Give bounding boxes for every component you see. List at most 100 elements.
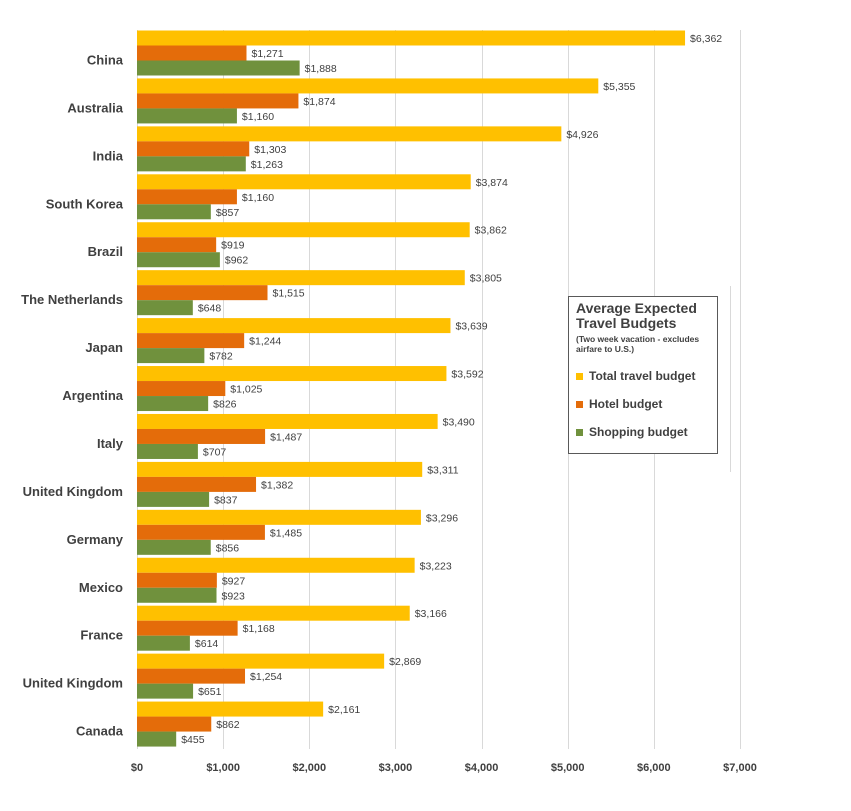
x-tick-label: $5,000 (551, 762, 585, 774)
hotel-value-label: $1,160 (242, 192, 274, 204)
shopping-bar (137, 156, 246, 172)
category-label: The Netherlands (21, 292, 123, 307)
total-travel-value-label: $3,296 (426, 512, 458, 524)
category-label: Germany (67, 532, 124, 547)
hotel-bar (137, 476, 257, 492)
legend-swatch-hotel (576, 400, 583, 408)
shopping-value-label: $648 (198, 303, 222, 315)
total-travel-value-label: $3,166 (415, 608, 447, 620)
total-travel-bar (137, 318, 451, 334)
total-travel-value-label: $6,362 (690, 33, 722, 45)
hotel-bar (137, 45, 247, 61)
shopping-value-label: $826 (213, 399, 237, 411)
category-label: Mexico (79, 580, 123, 595)
hotel-bar (137, 620, 238, 636)
total-travel-bar (137, 509, 421, 525)
hotel-value-label: $1,874 (303, 96, 335, 108)
shopping-value-label: $857 (216, 207, 240, 219)
shopping-bar (137, 204, 211, 220)
category-label: Canada (76, 724, 124, 739)
category-label: United Kingdom (23, 484, 123, 499)
category-label: Brazil (88, 244, 123, 259)
hotel-bar (137, 716, 212, 732)
hotel-bar (137, 189, 237, 205)
category-label: South Korea (46, 196, 124, 211)
hotel-bar (137, 237, 217, 253)
shopping-value-label: $455 (181, 734, 205, 746)
total-travel-value-label: $3,805 (470, 273, 502, 285)
total-travel-value-label: $3,874 (476, 177, 508, 189)
shopping-value-label: $837 (214, 494, 238, 506)
legend-swatch-shopping (576, 428, 583, 436)
x-tick-label: $0 (131, 762, 143, 774)
shopping-bar (137, 252, 220, 268)
total-travel-value-label: $3,592 (451, 369, 483, 381)
hotel-value-label: $1,485 (270, 527, 302, 539)
legend-item-hotel-budget: Hotel budget (576, 390, 711, 418)
shopping-value-label: $707 (203, 446, 227, 458)
data-labels: $6,362 $1,271 $1,888 $5,355 $1,874 $1,160 $4,9… (181, 33, 722, 746)
shopping-value-label: $1,888 (305, 63, 337, 75)
hotel-value-label: $1,025 (230, 384, 262, 396)
total-travel-bar (137, 222, 470, 238)
shopping-bar (137, 396, 209, 412)
total-travel-value-label: $4,926 (566, 129, 598, 141)
hotel-bar (137, 285, 268, 301)
total-travel-value-label: $3,223 (420, 560, 452, 572)
shopping-bar (137, 300, 193, 316)
x-axis-tick-labels: $0 $1,000 $2,000 $3,000 $4,000 $5,000 $6,000 $7… (131, 762, 757, 774)
shopping-value-label: $782 (209, 351, 233, 363)
x-tick-label: $6,000 (637, 762, 671, 774)
hotel-value-label: $1,487 (270, 431, 302, 443)
hotel-value-label: $919 (221, 240, 245, 252)
total-travel-value-label: $3,862 (475, 225, 507, 237)
category-labels: China Australia India South Korea Brazil The … (21, 53, 124, 739)
total-travel-bar (137, 366, 447, 382)
bars (137, 30, 686, 747)
shopping-bar (137, 348, 205, 364)
total-travel-value-label: $3,311 (427, 464, 458, 476)
category-label: Argentina (62, 388, 123, 403)
shopping-value-label: $962 (225, 255, 249, 267)
shopping-value-label: $614 (195, 638, 219, 650)
x-tick-label: $2,000 (292, 762, 326, 774)
shopping-bar (137, 683, 194, 699)
hotel-value-label: $862 (216, 719, 240, 731)
category-label: Italy (97, 436, 124, 451)
shopping-value-label: $856 (216, 542, 240, 554)
total-travel-bar (137, 653, 385, 669)
x-tick-label: $4,000 (465, 762, 499, 774)
category-label: China (87, 53, 124, 68)
legend-item-total-travel-budget: Total travel budget (576, 362, 711, 390)
hotel-bar (137, 572, 217, 588)
shopping-value-label: $923 (222, 590, 246, 602)
shopping-bar (137, 635, 190, 651)
category-label: Japan (85, 340, 123, 355)
shopping-value-label: $1,160 (242, 111, 274, 123)
total-travel-value-label: $3,490 (443, 416, 475, 428)
legend-label-shopping: Shopping budget (589, 425, 688, 439)
total-travel-bar (137, 174, 471, 190)
total-travel-bar (137, 557, 415, 573)
hotel-bar (137, 668, 246, 684)
legend-label-hotel: Hotel budget (589, 397, 663, 411)
total-travel-value-label: $2,869 (389, 656, 421, 668)
shopping-value-label: $1,263 (251, 159, 283, 171)
hotel-bar (137, 333, 245, 349)
total-travel-value-label: $2,161 (328, 704, 360, 716)
hotel-bar (137, 93, 299, 109)
hotel-value-label: $1,515 (273, 288, 305, 300)
category-label: France (80, 628, 123, 643)
shopping-value-label: $651 (198, 686, 222, 698)
x-tick-label: $1,000 (206, 762, 240, 774)
legend-label-total: Total travel budget (589, 369, 696, 383)
total-travel-value-label: $5,355 (603, 81, 635, 93)
hotel-bar (137, 141, 250, 157)
total-travel-bar (137, 270, 465, 286)
total-travel-bar (137, 461, 423, 477)
legend-item-shopping-budget: Shopping budget (576, 418, 711, 446)
hotel-value-label: $1,271 (251, 48, 283, 60)
category-label: United Kingdom (23, 676, 123, 691)
hotel-value-label: $1,303 (254, 144, 286, 156)
